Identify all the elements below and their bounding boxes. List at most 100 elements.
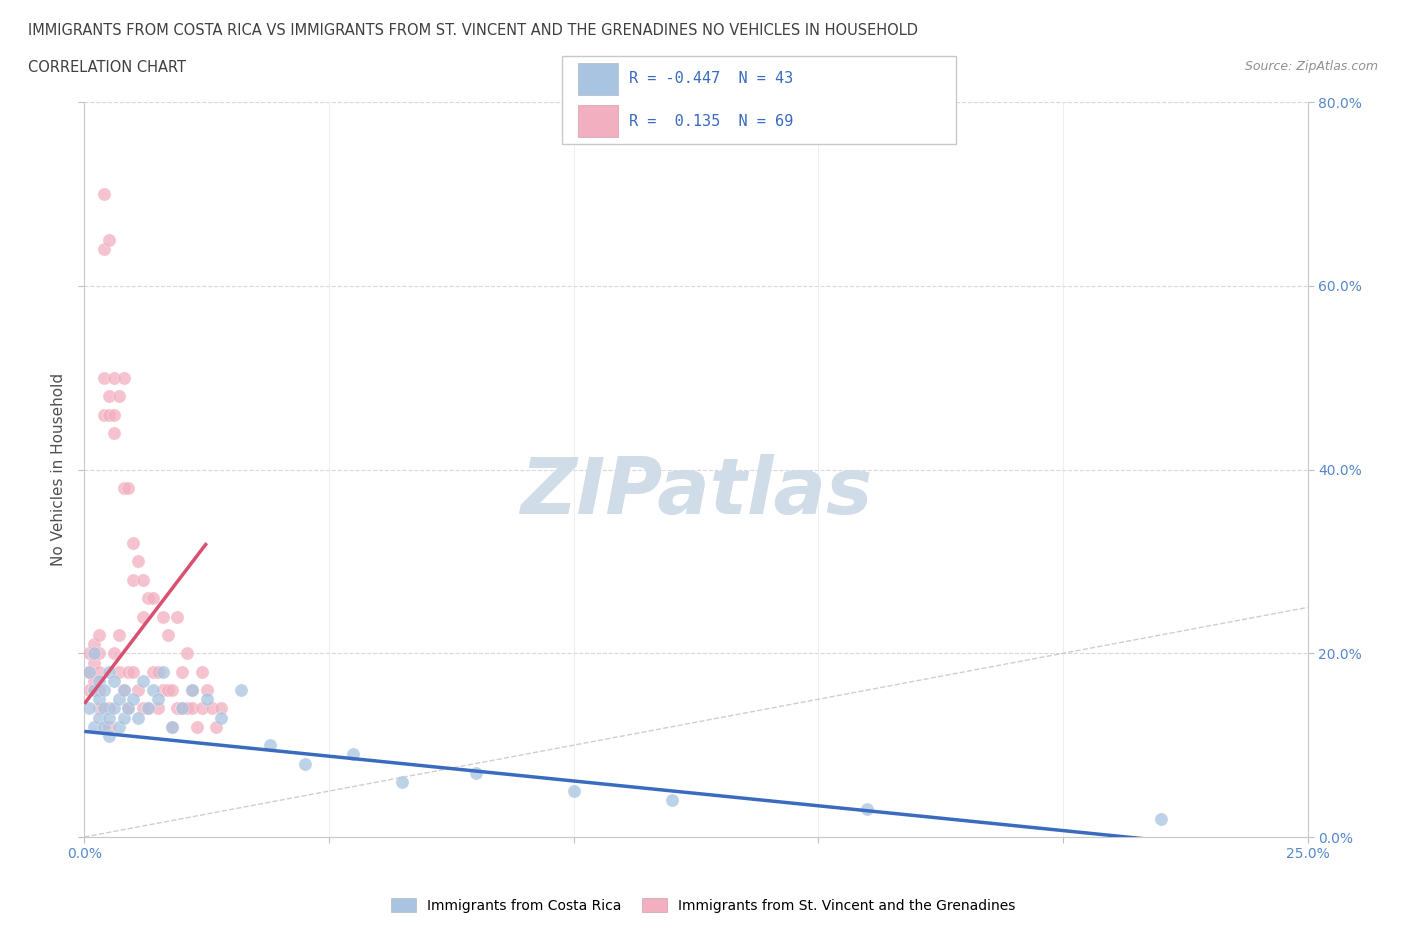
Point <box>132 609 155 624</box>
Text: R =  0.135  N = 69: R = 0.135 N = 69 <box>630 113 793 128</box>
Point <box>112 370 135 385</box>
Point <box>661 792 683 807</box>
Point <box>112 481 135 496</box>
Point <box>93 720 115 735</box>
Point <box>107 720 129 735</box>
Point <box>87 664 110 679</box>
Text: R = -0.447  N = 43: R = -0.447 N = 43 <box>630 72 793 86</box>
Point <box>132 701 155 716</box>
Point <box>562 784 585 799</box>
Point <box>83 683 105 698</box>
Point <box>83 683 105 698</box>
Point <box>166 609 188 624</box>
Point <box>142 664 165 679</box>
Point <box>186 720 208 735</box>
Point <box>181 683 204 698</box>
Point <box>93 187 115 202</box>
Point <box>83 720 105 735</box>
Point <box>156 628 179 643</box>
Point <box>162 720 184 735</box>
Point <box>107 389 129 404</box>
Point <box>87 673 110 688</box>
Point <box>93 701 115 716</box>
Point <box>136 591 159 605</box>
Point <box>132 673 155 688</box>
Point <box>83 637 105 652</box>
Point <box>1150 811 1173 826</box>
Point <box>77 645 100 660</box>
Point <box>97 389 120 404</box>
Point <box>152 664 174 679</box>
Point <box>103 370 125 385</box>
Point <box>112 683 135 698</box>
Point <box>77 701 100 716</box>
Point <box>97 232 120 247</box>
Point <box>97 711 120 725</box>
Point <box>97 720 120 735</box>
Point <box>127 711 149 725</box>
Point <box>195 683 218 698</box>
Point <box>391 775 413 790</box>
FancyBboxPatch shape <box>578 105 617 137</box>
Point <box>342 747 364 762</box>
Point <box>77 664 100 679</box>
Point <box>93 242 115 257</box>
Point <box>172 701 194 716</box>
Point <box>107 692 129 707</box>
Point <box>122 536 145 551</box>
Point <box>87 701 110 716</box>
Point <box>136 701 159 716</box>
Point <box>87 628 110 643</box>
Text: Source: ZipAtlas.com: Source: ZipAtlas.com <box>1244 60 1378 73</box>
Point <box>856 802 879 817</box>
Point <box>172 701 194 716</box>
Point <box>205 720 228 735</box>
Point <box>83 673 105 688</box>
Point <box>87 692 110 707</box>
Point <box>176 645 198 660</box>
Point <box>83 655 105 670</box>
Text: IMMIGRANTS FROM COSTA RICA VS IMMIGRANTS FROM ST. VINCENT AND THE GRENADINES NO : IMMIGRANTS FROM COSTA RICA VS IMMIGRANTS… <box>28 23 918 38</box>
Point <box>112 711 135 725</box>
Point <box>142 683 165 698</box>
Point <box>142 591 165 605</box>
Point <box>191 701 214 716</box>
Point <box>93 407 115 422</box>
Point <box>77 664 100 679</box>
Point <box>97 728 120 743</box>
Y-axis label: No Vehicles in Household: No Vehicles in Household <box>51 373 66 566</box>
Point <box>200 701 222 716</box>
FancyBboxPatch shape <box>562 56 956 144</box>
Point <box>176 701 198 716</box>
Point <box>117 701 139 716</box>
Point <box>259 737 281 752</box>
Point <box>103 645 125 660</box>
Point <box>127 683 149 698</box>
Point <box>97 664 120 679</box>
Text: ZIPatlas: ZIPatlas <box>520 454 872 530</box>
Point <box>191 664 214 679</box>
Point <box>195 692 218 707</box>
Point <box>107 628 129 643</box>
Point <box>103 407 125 422</box>
Point <box>156 683 179 698</box>
Point <box>172 664 194 679</box>
Point <box>97 701 120 716</box>
Point <box>117 701 139 716</box>
Point <box>77 683 100 698</box>
Point <box>87 711 110 725</box>
Point <box>112 683 135 698</box>
Point <box>162 720 184 735</box>
Point <box>181 683 204 698</box>
Point <box>103 701 125 716</box>
Point <box>117 664 139 679</box>
Point <box>146 664 169 679</box>
Point <box>122 572 145 588</box>
Point <box>162 683 184 698</box>
Point <box>146 701 169 716</box>
Point <box>132 572 155 588</box>
Point <box>87 645 110 660</box>
Point <box>107 664 129 679</box>
Point <box>136 701 159 716</box>
Point <box>117 481 139 496</box>
